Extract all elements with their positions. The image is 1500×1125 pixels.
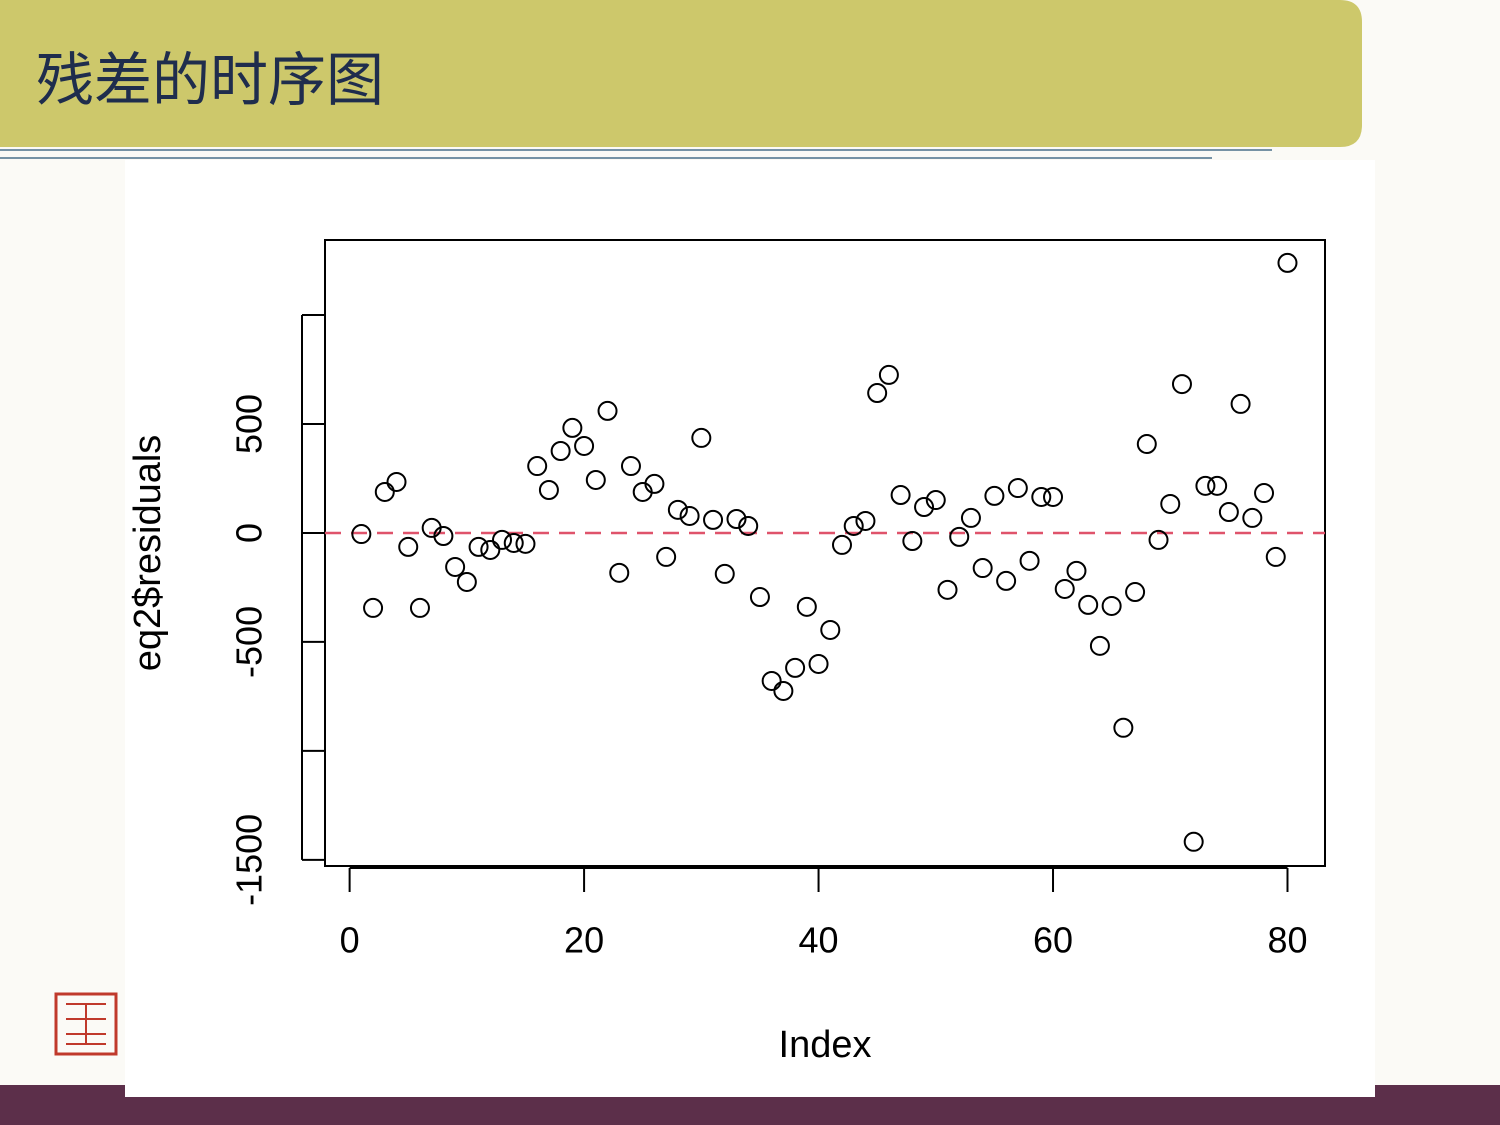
point (785, 657, 806, 678)
point (1254, 483, 1275, 504)
point (351, 524, 372, 545)
point (1043, 486, 1064, 507)
point (796, 596, 817, 617)
point (644, 473, 665, 494)
point (562, 417, 583, 438)
point (831, 534, 852, 555)
point (468, 536, 489, 557)
point (960, 507, 981, 528)
y-tick-label: -500 (229, 606, 270, 678)
point (1054, 578, 1075, 599)
point (1183, 831, 1204, 852)
plot-box (324, 239, 1326, 867)
point (925, 490, 946, 511)
point (1207, 475, 1228, 496)
point (937, 579, 958, 600)
point (890, 485, 911, 506)
point (1101, 595, 1122, 616)
x-tick-label: 60 (1033, 920, 1073, 961)
y-tick-label: -1500 (229, 814, 270, 906)
point (691, 427, 712, 448)
point (1242, 507, 1263, 528)
point (445, 556, 466, 577)
point (609, 562, 630, 583)
point (679, 505, 700, 526)
y-axis-label: eq2$residuals (127, 435, 169, 672)
point (456, 571, 477, 592)
point (949, 526, 970, 547)
point (1136, 434, 1157, 455)
point (761, 670, 782, 691)
point (726, 508, 747, 529)
point (1078, 594, 1099, 615)
point (1277, 252, 1298, 273)
point (620, 456, 641, 477)
point (773, 680, 794, 701)
point (363, 597, 384, 618)
point (1113, 717, 1134, 738)
point (843, 515, 864, 536)
point (1007, 478, 1028, 499)
point (984, 485, 1005, 506)
point (738, 515, 759, 536)
point (1195, 475, 1216, 496)
y-tick-label: 500 (229, 394, 270, 454)
point (1265, 546, 1286, 567)
plot-panel (125, 160, 1375, 1097)
x-tick-label: 20 (564, 920, 604, 961)
x-axis-label: Index (779, 1024, 872, 1066)
point (1089, 635, 1110, 656)
point (1148, 529, 1169, 550)
point (597, 400, 618, 421)
point (749, 587, 770, 608)
point (878, 364, 899, 385)
point (1066, 560, 1087, 581)
x-tick-label: 80 (1267, 920, 1307, 961)
point (574, 435, 595, 456)
point (1031, 486, 1052, 507)
point (433, 525, 454, 546)
point (1019, 550, 1040, 571)
point (492, 529, 513, 550)
point (1218, 502, 1239, 523)
point (656, 546, 677, 567)
point (538, 480, 559, 501)
point (902, 531, 923, 552)
point (972, 558, 993, 579)
point (1171, 374, 1192, 395)
x-tick-label: 0 (340, 920, 360, 961)
point (820, 619, 841, 640)
point (515, 533, 536, 554)
point (1230, 393, 1251, 414)
point (409, 597, 430, 618)
seal-logo (54, 992, 118, 1056)
point (914, 497, 935, 518)
point (374, 481, 395, 502)
point (996, 570, 1017, 591)
point (1125, 582, 1146, 603)
seal-logo (66, 1003, 106, 1045)
slide-title: 残差的时序图 (36, 46, 384, 114)
point (667, 499, 688, 520)
point (386, 471, 407, 492)
point (855, 510, 876, 531)
point (867, 383, 888, 404)
point (703, 509, 724, 530)
point (398, 536, 419, 557)
point (1160, 493, 1181, 514)
x-tick-label: 40 (799, 920, 839, 961)
point (527, 456, 548, 477)
y-tick-label: 0 (229, 523, 270, 543)
point (585, 469, 606, 490)
point (808, 653, 829, 674)
point (550, 440, 571, 461)
point (714, 563, 735, 584)
header-bar (0, 0, 1362, 147)
point (480, 539, 501, 560)
point (503, 532, 524, 553)
